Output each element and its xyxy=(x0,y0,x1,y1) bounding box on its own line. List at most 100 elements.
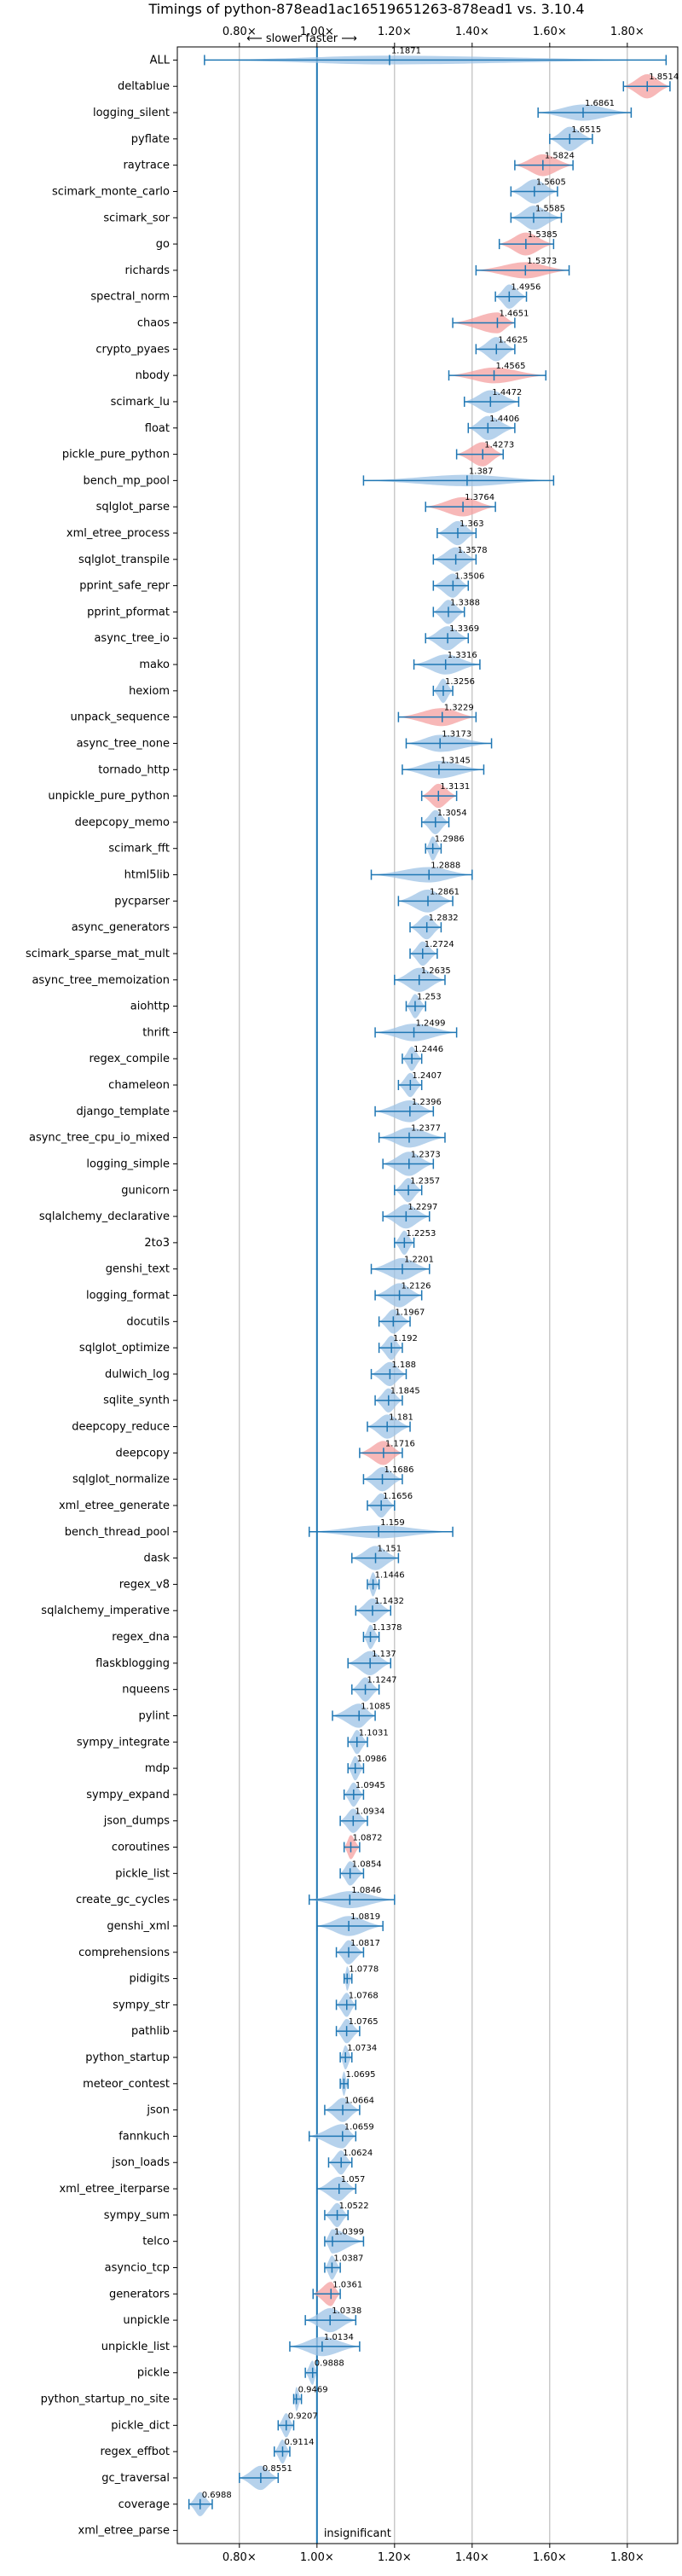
benchmark-label: logging_simple xyxy=(86,1157,170,1170)
value-label: 1.0399 xyxy=(334,2228,364,2237)
value-label: 1.0934 xyxy=(355,1807,384,1817)
value-label: 1.2297 xyxy=(407,1203,437,1212)
x-tick-label-bottom: 1.00× xyxy=(300,2551,334,2564)
benchmark-label: deltablue xyxy=(118,80,170,93)
value-label: 1.2201 xyxy=(404,1256,434,1265)
x-tick-label-top: 1.20× xyxy=(378,26,412,38)
benchmark-label: nqueens xyxy=(122,1684,170,1697)
x-tick-label-bottom: 1.60× xyxy=(533,2551,567,2564)
value-label: 1.0338 xyxy=(332,2306,361,2316)
benchmark-label: telco xyxy=(142,2236,170,2248)
benchmark-label: json_dumps xyxy=(103,1815,170,1828)
value-label: 0.8551 xyxy=(263,2464,292,2474)
value-label: 1.4406 xyxy=(489,415,519,424)
benchmark-label: spectral_norm xyxy=(90,291,170,304)
benchmark-label: scimark_monte_carlo xyxy=(52,185,170,198)
value-label: 1.2377 xyxy=(411,1124,441,1134)
benchmark-label: sqlglot_transpile xyxy=(78,554,170,566)
x-tick-label-top: 1.60× xyxy=(533,26,567,38)
x-tick-label-top: 0.80× xyxy=(223,26,257,38)
value-label: 1.1031 xyxy=(359,1728,389,1738)
benchmark-label: html5lib xyxy=(124,869,170,882)
value-label: 1.2499 xyxy=(416,1018,446,1028)
benchmark-label: regex_compile xyxy=(89,1053,170,1065)
benchmark-label: pickle_dict xyxy=(111,2419,170,2432)
benchmark-label: coverage xyxy=(118,2498,170,2511)
benchmark-label: pycparser xyxy=(114,895,170,908)
benchmark-label: sqlglot_optimize xyxy=(79,1342,170,1355)
benchmark-label: create_gc_cycles xyxy=(76,1894,170,1906)
benchmark-label: async_tree_cpu_io_mixed xyxy=(29,1132,170,1145)
value-label: 1.0624 xyxy=(343,2149,373,2158)
benchmark-label: docutils xyxy=(126,1315,170,1328)
benchmark-label: xml_etree_iterparse xyxy=(59,2183,170,2196)
label-layer: ALL 1.1871 deltablue 1.8514 logging_silent 1.… xyxy=(26,46,679,2537)
value-label: 1.2357 xyxy=(410,1176,440,1186)
insignificant-note: insignificant xyxy=(324,2527,391,2540)
value-label: 1.5385 xyxy=(528,230,558,240)
benchmark-label: unpickle xyxy=(123,2314,170,2327)
benchmark-label: chameleon xyxy=(108,1079,170,1092)
value-label: 1.5373 xyxy=(527,257,557,266)
benchmark-label: go xyxy=(156,238,170,251)
benchmark-label: mdp xyxy=(145,1762,170,1775)
value-label: 1.5585 xyxy=(535,204,565,213)
grid-layer xyxy=(239,47,628,2544)
benchmark-label: asyncio_tcp xyxy=(105,2261,170,2274)
benchmark-label: thrift xyxy=(142,1026,170,1039)
value-label: 1.2253 xyxy=(406,1229,436,1239)
benchmark-label: flaskblogging xyxy=(95,1657,170,1670)
value-label: 1.0361 xyxy=(332,2280,362,2289)
value-label: 1.0846 xyxy=(351,1886,381,1895)
benchmark-label: pickle_pure_python xyxy=(62,449,170,461)
benchmark-label: pprint_pformat xyxy=(87,606,170,618)
benchmark-label: dulwich_log xyxy=(105,1368,170,1381)
value-label: 1.0522 xyxy=(339,2202,369,2211)
value-label: 1.2407 xyxy=(412,1071,442,1081)
value-label: 1.1446 xyxy=(375,1570,405,1580)
x-tick-label-top: 1.00× xyxy=(300,26,334,38)
value-label: 1.057 xyxy=(341,2175,366,2184)
value-label: 1.0768 xyxy=(349,1991,379,2000)
x-tick-label-top: 1.80× xyxy=(610,26,644,38)
benchmark-label: unpack_sequence xyxy=(70,711,170,724)
value-label: 1.1247 xyxy=(367,1676,397,1685)
value-label: 1.3369 xyxy=(449,624,479,634)
value-label: 1.5605 xyxy=(536,177,566,187)
benchmark-label: sympy_str xyxy=(113,1999,170,2011)
x-tick-label-bottom: 0.80× xyxy=(223,2551,257,2564)
value-label: 1.2396 xyxy=(412,1098,442,1107)
value-label: 1.0872 xyxy=(352,1834,382,1843)
value-label: 1.2446 xyxy=(413,1045,443,1054)
benchmark-label: sympy_expand xyxy=(86,1789,170,1801)
benchmark-label: deepcopy_reduce xyxy=(72,1421,170,1434)
value-label: 1.3388 xyxy=(450,598,480,607)
benchmark-label: sqlalchemy_imperative xyxy=(41,1604,170,1617)
value-label: 1.181 xyxy=(389,1413,413,1423)
tick-layer: 0.80× 0.80× 1.00× 1.00× 1.20× 1.20× 1.40× 1.40×… xyxy=(173,26,644,2564)
benchmark-label: ALL xyxy=(150,54,170,67)
benchmark-label: scimark_sparse_mat_mult xyxy=(26,948,170,960)
value-label: 1.4472 xyxy=(492,388,522,397)
benchmark-label: pprint_safe_repr xyxy=(79,580,170,593)
benchmark-label: meteor_contest xyxy=(83,2078,170,2091)
value-label: 1.2724 xyxy=(425,940,454,949)
value-label: 0.6988 xyxy=(202,2491,232,2500)
x-tick-label-bottom: 1.80× xyxy=(610,2551,644,2564)
value-label: 1.4956 xyxy=(511,283,540,293)
benchmark-label: pickle xyxy=(137,2367,170,2380)
benchmark-label: regex_v8 xyxy=(119,1578,170,1591)
benchmark-label: pathlib xyxy=(131,2025,170,2038)
benchmark-label: 2to3 xyxy=(144,1237,170,1250)
benchmark-label: sqlglot_normalize xyxy=(72,1473,170,1486)
benchmark-label: async_tree_memoization xyxy=(32,974,170,987)
value-label: 1.3764 xyxy=(465,493,494,502)
benchmark-label: sympy_sum xyxy=(104,2209,170,2222)
value-label: 1.2986 xyxy=(435,835,465,844)
benchmark-label: xml_etree_generate xyxy=(59,1500,170,1512)
value-label: 1.1716 xyxy=(385,1439,415,1448)
benchmark-label: genshi_text xyxy=(106,1263,170,1276)
value-label: 1.1871 xyxy=(391,46,421,55)
value-label: 1.0819 xyxy=(350,1912,380,1922)
